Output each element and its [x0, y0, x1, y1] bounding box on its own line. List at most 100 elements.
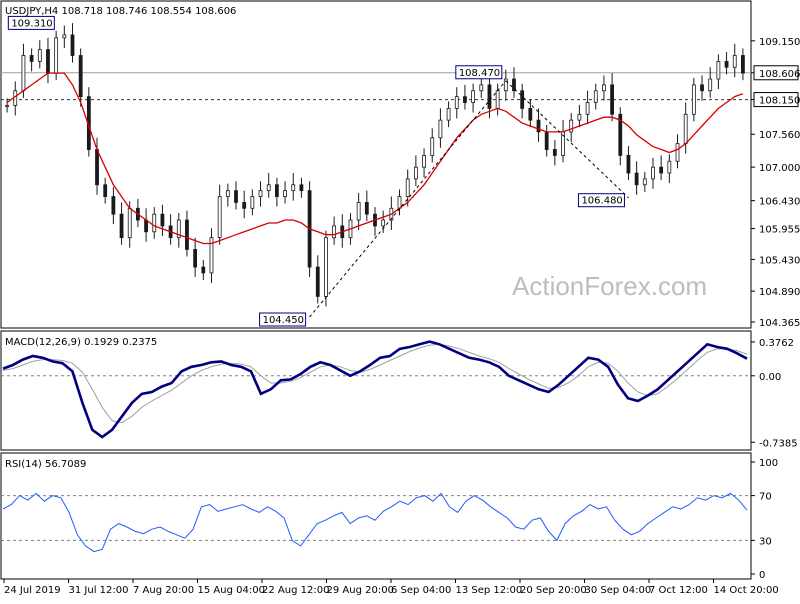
- candle-body: [225, 190, 230, 197]
- candle-body: [503, 78, 508, 92]
- candle-body: [413, 166, 418, 180]
- annotation-box: [259, 312, 307, 327]
- x-tick-label: 31 Jul 12:00: [69, 585, 129, 596]
- price-tick-label: 105.955: [759, 225, 800, 236]
- price-tick-label: 109.150: [759, 37, 800, 48]
- candle-body: [299, 184, 304, 192]
- candle-body: [193, 249, 198, 268]
- macd-tick-label: 0.00: [759, 372, 781, 383]
- candle-body: [5, 105, 9, 107]
- candle-body: [683, 113, 688, 145]
- candle-body: [356, 202, 361, 221]
- rsi-series-group: [1, 492, 751, 553]
- annotation-box: [455, 65, 503, 80]
- x-tick-label: 24 Jul 2019: [4, 585, 61, 596]
- candle-body: [217, 196, 222, 239]
- x-tick-label: 22 Aug 12:00: [262, 585, 329, 596]
- candle-body: [422, 154, 426, 168]
- x-tick-label: 30 Sep 04:00: [585, 585, 652, 596]
- candle-body: [691, 84, 696, 115]
- candle-body: [520, 90, 525, 109]
- candle-body: [585, 102, 590, 115]
- candle-body: [593, 90, 598, 103]
- level-box: [753, 92, 799, 108]
- annotation-box: [7, 15, 55, 30]
- candle-body: [201, 266, 206, 274]
- candle-body: [438, 119, 443, 139]
- x-tick-label: 20 Sep 20:00: [520, 585, 587, 596]
- candle-body: [144, 219, 148, 233]
- candle-body: [659, 166, 664, 174]
- moving-average-line: [6, 72, 744, 245]
- price-panel-frame: [0, 0, 752, 329]
- candle-body: [512, 78, 516, 92]
- candle-body: [324, 237, 328, 297]
- price-tick-label: 106.430: [759, 197, 800, 208]
- x-tick-label: 7 Aug 20:00: [133, 585, 194, 596]
- last-price-box: [753, 65, 799, 81]
- candle-body: [291, 184, 296, 192]
- macd-signal-line: [2, 343, 748, 424]
- candle-body: [732, 55, 737, 68]
- candle-body: [258, 190, 263, 197]
- x-tick-label: 14 Oct 20:00: [714, 585, 779, 596]
- candle-body: [364, 202, 369, 215]
- candle-body: [724, 60, 729, 68]
- x-tick-label: 29 Aug 20:00: [327, 585, 394, 596]
- candle-body: [127, 207, 132, 239]
- candle-body: [446, 107, 451, 121]
- candle-body: [405, 178, 410, 197]
- macd-line: [2, 340, 748, 439]
- watermark: ActionForex.com: [512, 271, 707, 301]
- macd-tick-label: 0.3762: [759, 338, 794, 349]
- x-tick-label: 6 Sep 04:00: [391, 585, 451, 596]
- rsi-tick-label: 70: [759, 492, 772, 503]
- rsi-tick-label: 100: [759, 458, 778, 469]
- candle-body: [454, 96, 459, 109]
- candle-body: [315, 266, 320, 297]
- candle-body: [111, 196, 116, 215]
- candle-body: [708, 78, 713, 92]
- candle-body: [741, 55, 745, 74]
- macd-series-group: [1, 340, 751, 439]
- candle-body: [152, 213, 157, 233]
- rsi-line: [2, 492, 748, 553]
- price-panel-title: USDJPY,H4 108.718 108.746 108.554 108.60…: [5, 6, 236, 17]
- macd-tick-label: -0.7385: [759, 438, 798, 449]
- rsi-tick-label: 30: [759, 536, 772, 547]
- price-tick-label: 105.430: [759, 255, 800, 266]
- candle-body: [29, 55, 34, 62]
- candle-body: [675, 143, 680, 162]
- candle-body: [536, 119, 541, 133]
- candle-body: [266, 184, 271, 192]
- price-tick-label: 104.365: [759, 318, 800, 329]
- candle-body: [70, 34, 75, 56]
- candle-body: [602, 84, 606, 92]
- x-tick-label: 7 Oct 12:00: [649, 585, 708, 596]
- candle-body: [471, 90, 476, 103]
- candle-body: [700, 84, 704, 92]
- candle-body: [176, 219, 181, 239]
- candle-body: [667, 160, 672, 174]
- macd-panel-frame: [0, 330, 752, 451]
- level-label: 108.150: [759, 96, 800, 107]
- candle-body: [209, 237, 214, 274]
- candle-body: [487, 84, 492, 109]
- candle-body: [37, 49, 42, 62]
- candle-body: [78, 55, 83, 98]
- axes-group: 109.150 108.606 108.150 107.560 107.000 106.4…: [3, 37, 800, 596]
- candle-body: [283, 190, 287, 197]
- candle-body: [634, 172, 639, 186]
- price-tick-label: 104.890: [759, 287, 800, 298]
- candle-body: [569, 119, 574, 133]
- candle-body: [430, 137, 435, 156]
- candle-body: [185, 219, 189, 250]
- candle-body: [495, 90, 500, 109]
- candle-body: [528, 107, 533, 121]
- rsi-tick-label: 0: [759, 570, 765, 581]
- candle-body: [103, 184, 108, 197]
- macd-panel-title: MACD(12,26,9) 0.1929 0.2375: [5, 337, 157, 348]
- candle-body: [242, 202, 247, 209]
